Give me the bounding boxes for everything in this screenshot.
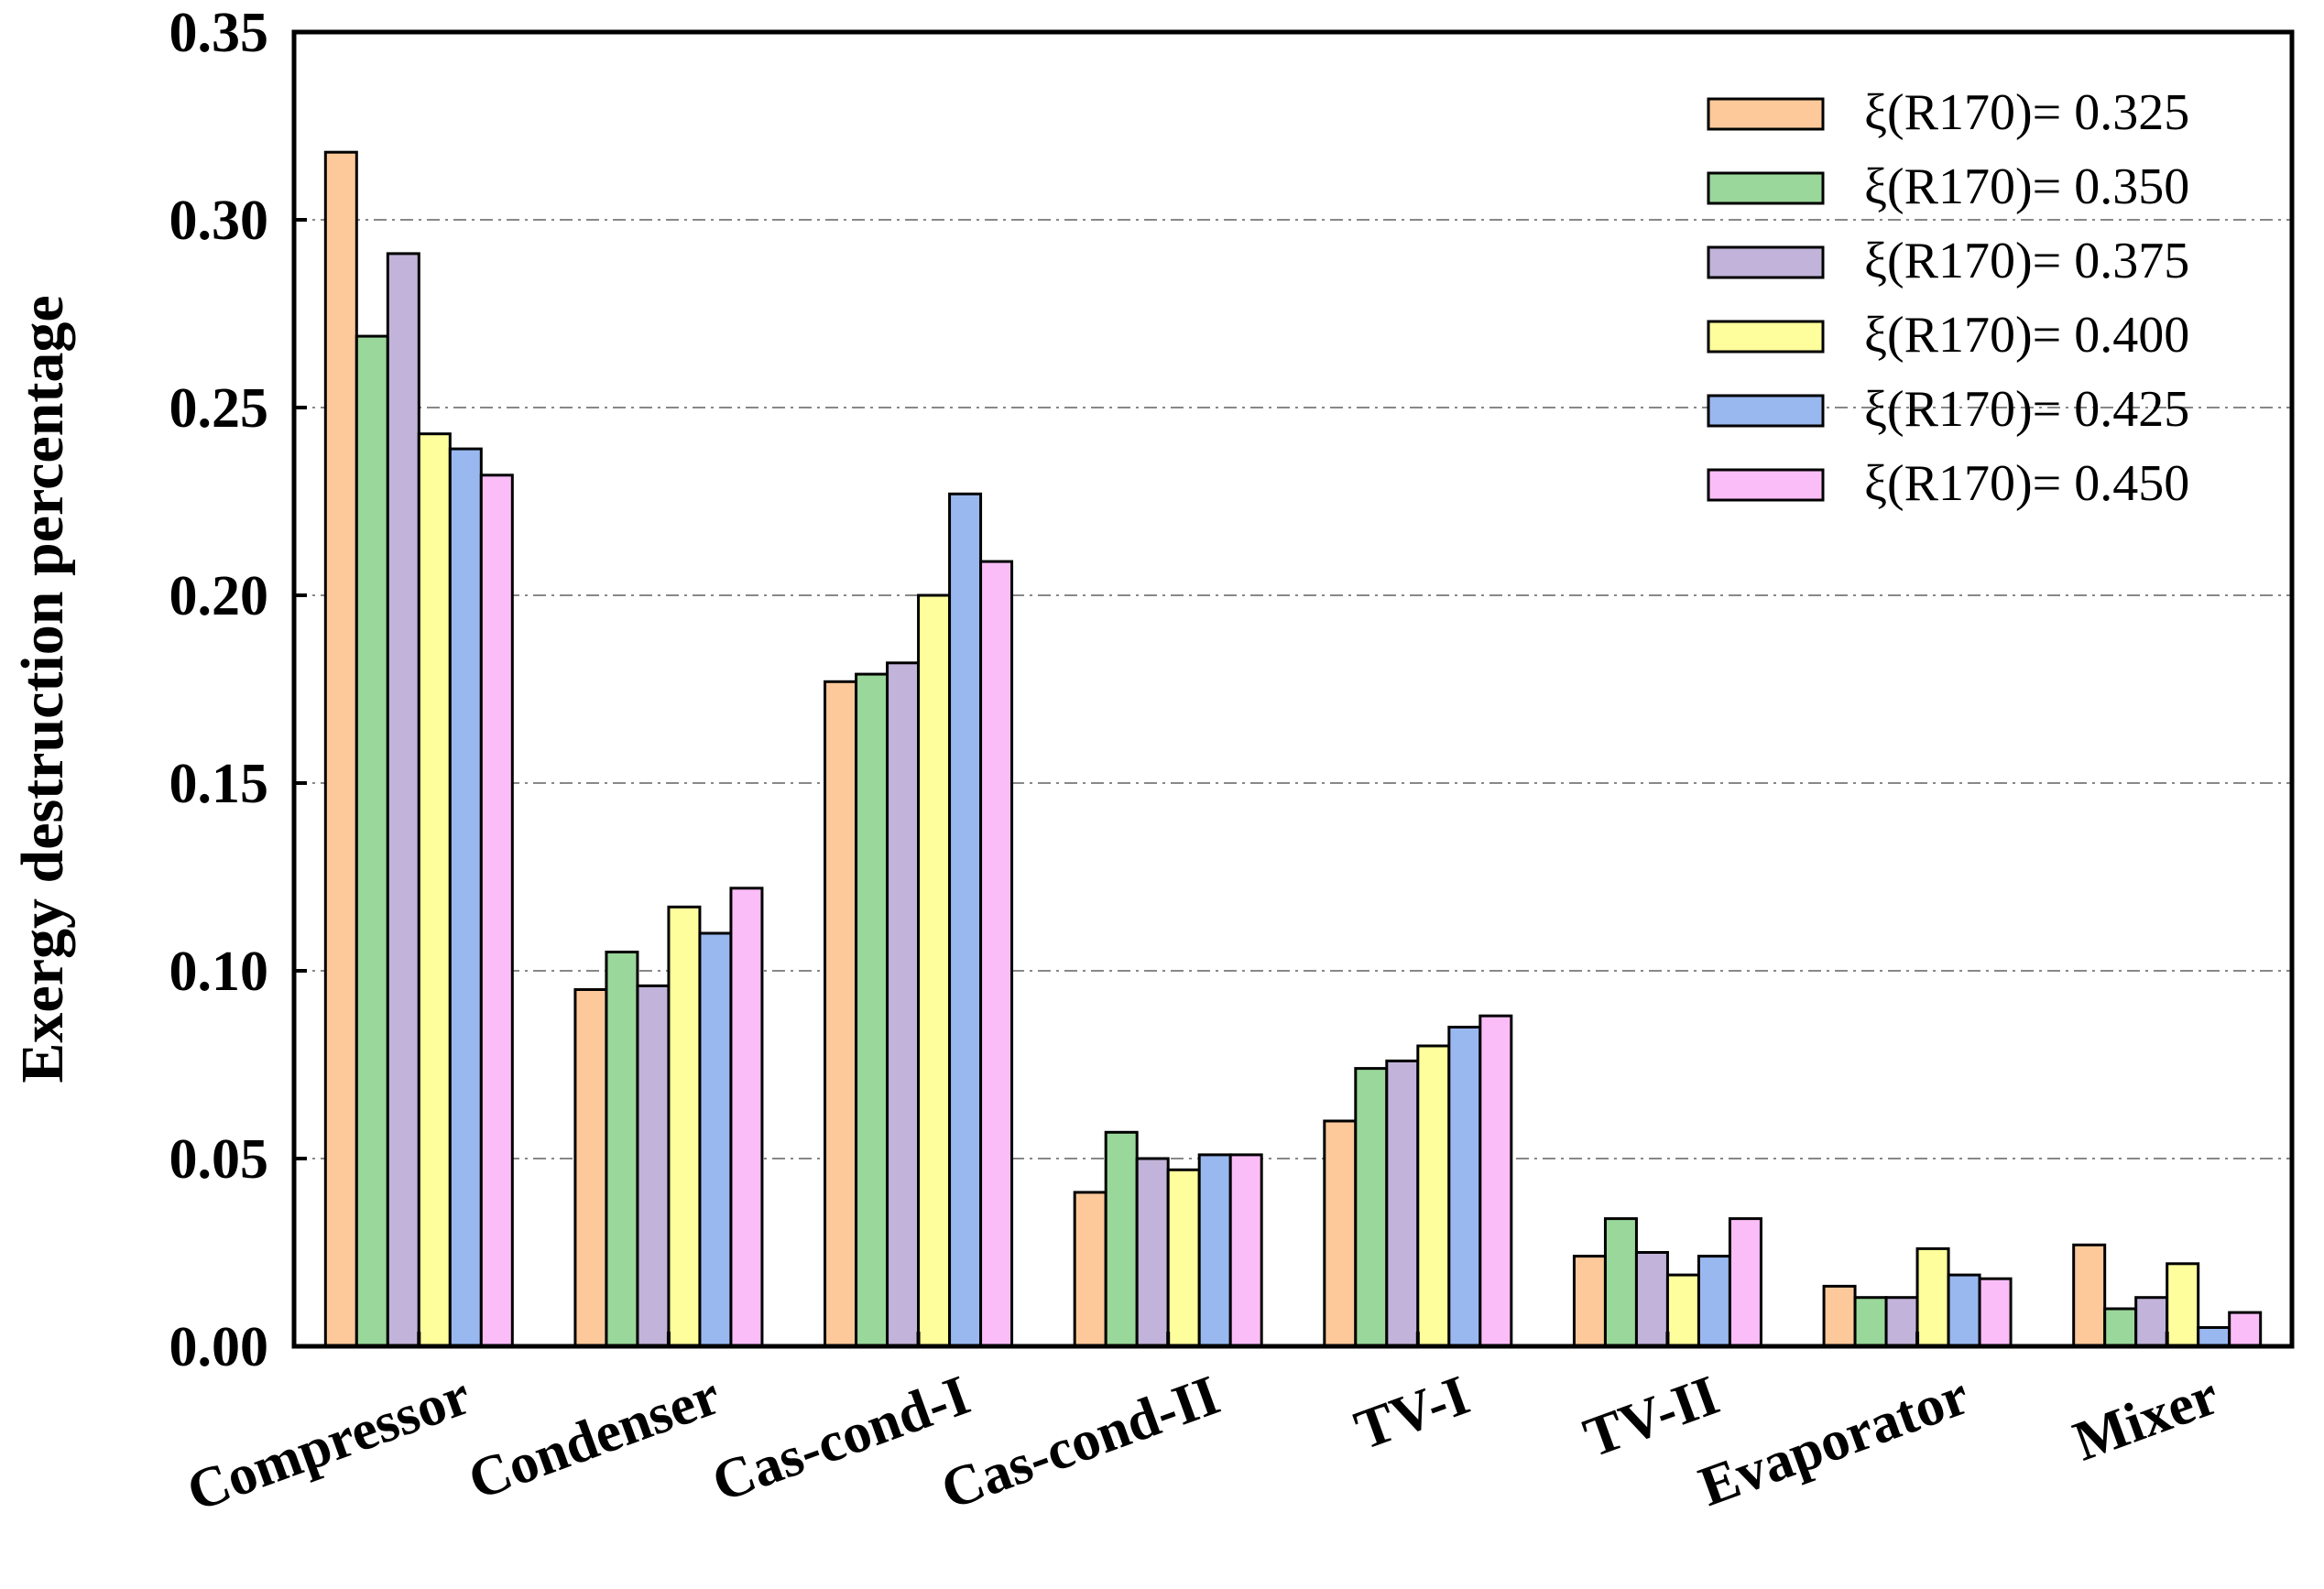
legend-label: ξ(R170)= 0.325 [1864, 84, 2189, 141]
bar [1884, 1296, 1919, 1348]
x-tick-label: Condenser [461, 1364, 728, 1512]
bar [1572, 1255, 1607, 1348]
bar [479, 473, 514, 1348]
y-tick-labels: 0.00 0.05 0.10 0.15 0.20 0.25 0.30 0.35 [169, 2, 269, 1378]
bar [448, 447, 483, 1348]
plot-frame [291, 29, 2295, 1349]
bar [1073, 1191, 1107, 1348]
axis-ticks [294, 30, 2169, 1348]
bar [698, 931, 733, 1348]
legend-label: ξ(R170)= 0.375 [1864, 233, 2189, 289]
x-tick-label: Cas-cond-I [704, 1364, 977, 1514]
bar [1478, 1014, 1513, 1348]
bar [917, 593, 952, 1348]
bar [355, 334, 389, 1348]
bar [1697, 1255, 1731, 1348]
x-tick-label: Mixer [2066, 1364, 2226, 1473]
legend-swatch [1707, 468, 1825, 502]
bar [636, 984, 671, 1348]
y-tick-label: 0.05 [169, 1128, 269, 1191]
bar [1822, 1284, 1857, 1348]
bar [855, 672, 889, 1348]
legend-swatch [1707, 394, 1825, 428]
legend-label: ξ(R170)= 0.400 [1864, 307, 2189, 364]
y-tick-label: 0.30 [169, 190, 269, 252]
bar [2197, 1326, 2231, 1348]
bar [1166, 1168, 1201, 1348]
y-tick-label: 0.35 [169, 2, 269, 64]
legend-swatch [1707, 245, 1825, 279]
legend-swatch [1707, 171, 1825, 205]
legend-label: ξ(R170)= 0.425 [1864, 381, 2189, 438]
bar [1135, 1157, 1170, 1348]
bar [1197, 1153, 1232, 1348]
bar [886, 661, 921, 1348]
bars [323, 150, 2263, 1348]
bar [979, 560, 1014, 1348]
x-tick-labels: CompressorCondenserCas-cond-ICas-cond-II… [180, 1364, 2227, 1523]
bar [1447, 1026, 1482, 1348]
bar [1634, 1251, 1669, 1348]
y-tick-label: 0.20 [169, 565, 269, 627]
bar [1728, 1217, 1762, 1348]
legend-swatch [1707, 97, 1825, 131]
x-tick-label: Cas-cond-II [933, 1364, 1227, 1521]
bar [1947, 1273, 1981, 1348]
bar [1978, 1277, 2013, 1348]
bar [1603, 1217, 1638, 1348]
legend-label: ξ(R170)= 0.350 [1864, 158, 2189, 215]
y-tick-label: 0.25 [169, 377, 269, 440]
y-axis-title: Exergy destruction percentage [9, 295, 76, 1083]
bar [1853, 1296, 1888, 1348]
x-tick-label: TV-II [1577, 1364, 1728, 1469]
bar [323, 150, 358, 1348]
bar [2228, 1311, 2263, 1348]
bar [2134, 1296, 2169, 1348]
bar [1228, 1153, 1263, 1348]
bar [948, 492, 983, 1348]
bar [2166, 1262, 2200, 1348]
bar [573, 988, 608, 1348]
legend: ξ(R170)= 0.325 ξ(R170)= 0.350 ξ(R170)= 0.3… [1707, 84, 2189, 512]
x-tick-label: TV-I [1347, 1364, 1478, 1462]
bar [1323, 1119, 1358, 1348]
bar [1385, 1059, 1420, 1348]
bar [386, 252, 420, 1348]
bar [1915, 1246, 1950, 1348]
x-tick-label: Evaporator [1692, 1364, 1977, 1518]
bar [667, 905, 702, 1348]
legend-swatch [1707, 320, 1825, 354]
bar [1104, 1130, 1139, 1348]
bar [2072, 1243, 2107, 1348]
x-tick-label: Compressor [180, 1364, 478, 1523]
bar [729, 887, 764, 1348]
bar [1416, 1044, 1451, 1348]
y-tick-label: 0.10 [169, 941, 269, 1003]
bar [605, 951, 639, 1348]
bar [1665, 1273, 1700, 1348]
y-tick-label: 0.00 [169, 1316, 269, 1378]
legend-label: ξ(R170)= 0.450 [1864, 455, 2189, 512]
y-tick-label: 0.15 [169, 753, 269, 815]
bar [417, 432, 452, 1348]
bar [2103, 1307, 2138, 1348]
bar [824, 680, 858, 1348]
bar [1354, 1067, 1389, 1348]
